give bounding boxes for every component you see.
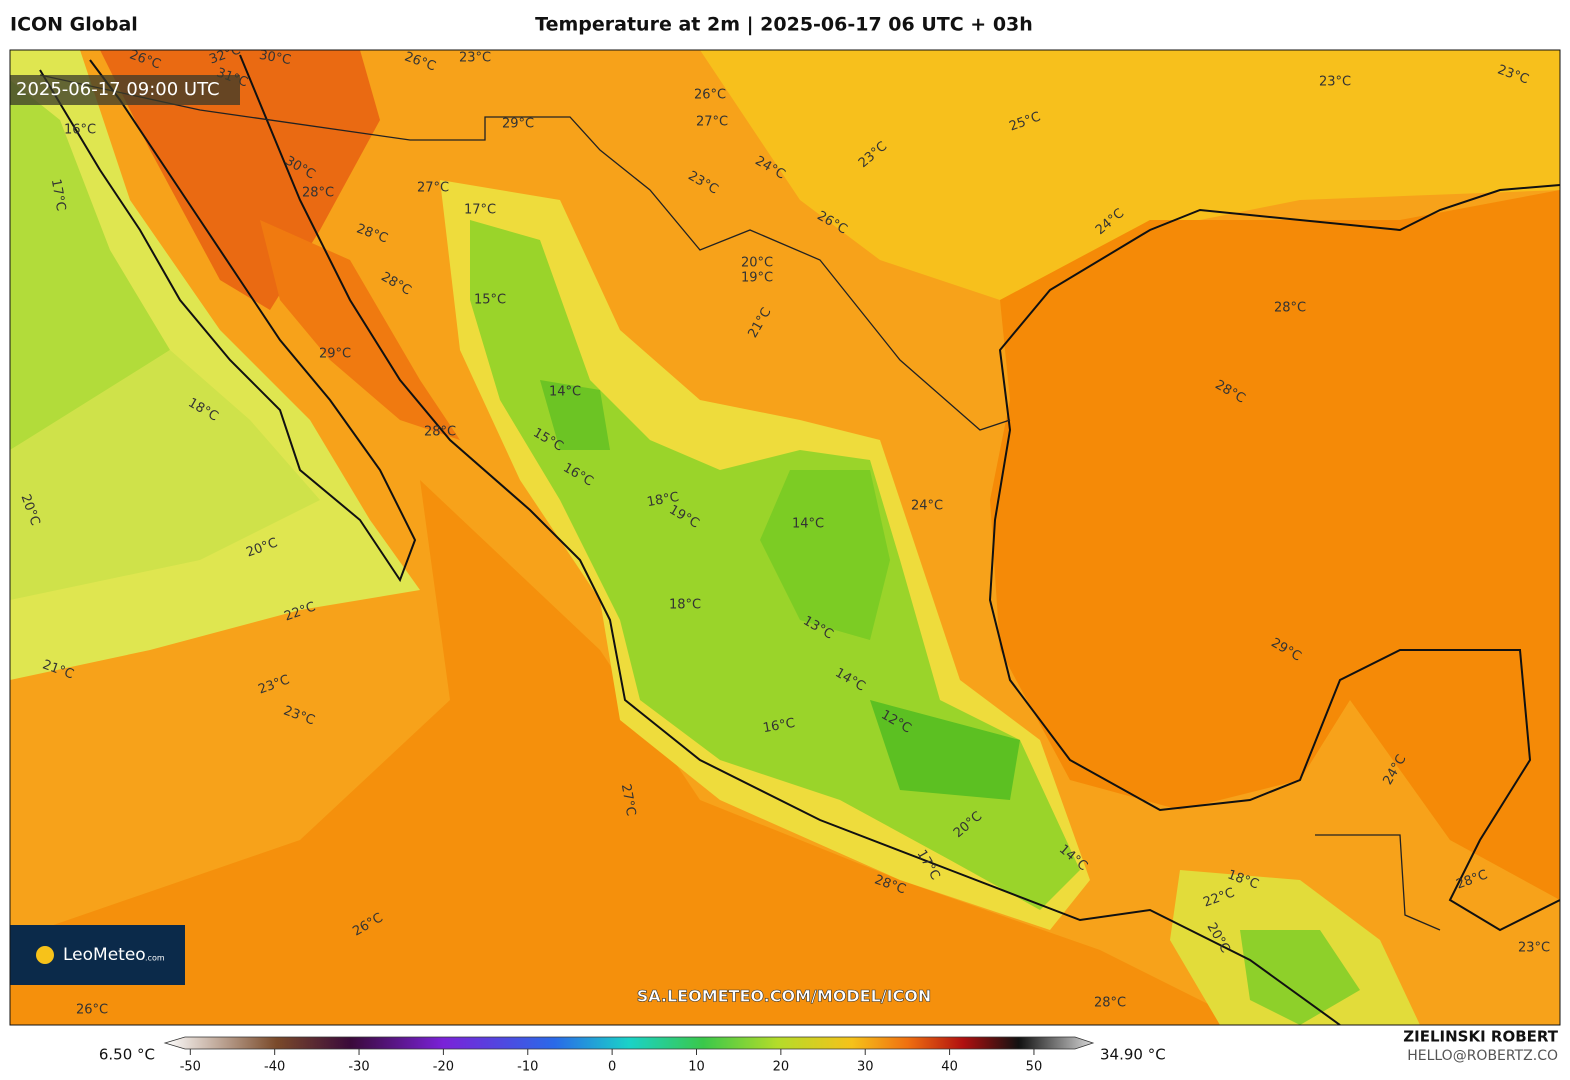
model-name: ICON Global: [10, 14, 138, 36]
tick-label: -40: [264, 1060, 285, 1075]
tick-label: 0: [608, 1060, 616, 1075]
region: [260, 220, 460, 440]
tick-label: 10: [688, 1060, 705, 1075]
tick-label: -30: [348, 1060, 369, 1075]
contour-label: 16°C: [64, 123, 96, 138]
time-box: [10, 75, 240, 105]
tick-label: 20: [773, 1060, 790, 1075]
contour-label: 26°C: [76, 1003, 108, 1018]
contour-label: 18°C: [646, 490, 680, 510]
map-title: Temperature at 2m | 2025-06-17 06 UTC + …: [535, 14, 1033, 36]
valid-time: 2025-06-17 09:00 UTC: [16, 79, 220, 100]
author: ZIELINSKI ROBERT: [1403, 1028, 1558, 1046]
watermark: SA.LEOMETEO.COM/MODEL/ICON: [637, 987, 932, 1006]
contour-label: 28°C: [302, 186, 334, 201]
colorbar-scale: [163, 1036, 1095, 1050]
contour-label: 14°C: [792, 517, 824, 532]
tick-label: 40: [941, 1060, 958, 1075]
gulf-of-mexico: [990, 190, 1560, 900]
region: [10, 80, 170, 450]
contour-label: 19°C: [741, 271, 773, 286]
contour-label: 17°C: [48, 178, 68, 212]
highlands: [760, 470, 890, 640]
min-label: 6.50 °C: [99, 1046, 155, 1064]
contour-label: 23°C: [1518, 941, 1550, 956]
contour-label: 14°C: [549, 385, 581, 400]
contour-label: 27°C: [618, 783, 638, 817]
contour-label: 23°C: [1319, 75, 1351, 90]
region: [10, 480, 1250, 1025]
logo-suffix: .com: [145, 954, 165, 963]
contour-label: 28°C: [1094, 996, 1126, 1011]
map: 26°C32°C30°C31°C26°C23°C26°C27°C29°C25°C…: [10, 48, 1560, 1025]
contour-label: 17°C: [464, 203, 496, 218]
contour-label: 20°C: [741, 256, 773, 271]
tick-label: 30: [857, 1060, 874, 1075]
contour-label: 15°C: [474, 293, 506, 308]
contour-label: 16°C: [762, 716, 796, 736]
coastline: [39, 54, 1560, 1025]
tick-label: 50: [1026, 1060, 1043, 1075]
contour-label: 28°C: [424, 425, 456, 440]
map-frame: [9, 49, 1561, 1026]
contour-label: 29°C: [502, 117, 534, 132]
borders: [39, 74, 1441, 931]
region: [10, 350, 320, 600]
tick-label: -50: [180, 1060, 201, 1075]
contour-label: 24°C: [911, 499, 943, 514]
colorbar: 6.50 °C 34.90 °C -50 -40 -30 -20 -10 0 10 20 30 4…: [99, 1036, 1166, 1075]
contour-label: 29°C: [319, 347, 351, 362]
highlands: [870, 700, 1020, 800]
contour-label: 23°C: [459, 51, 491, 66]
contour-label: 28°C: [1274, 301, 1306, 316]
tick-label: -10: [517, 1060, 538, 1075]
logo-sun: [36, 946, 54, 964]
max-label: 34.90 °C: [1100, 1046, 1166, 1064]
contour-label: 27°C: [417, 181, 449, 196]
highlands: [540, 380, 610, 450]
contour-label: 27°C: [696, 115, 728, 130]
contour-label: 26°C: [694, 88, 726, 103]
highlands: [1240, 930, 1360, 1025]
contour-label: 18°C: [669, 598, 701, 613]
contour-label: 30°C: [258, 48, 292, 68]
contact: HELLO@ROBERTZ.CO: [1407, 1048, 1558, 1064]
tick-label: -20: [433, 1060, 454, 1075]
region: [700, 50, 1560, 300]
logo-text: LeoMeteo: [63, 945, 146, 965]
